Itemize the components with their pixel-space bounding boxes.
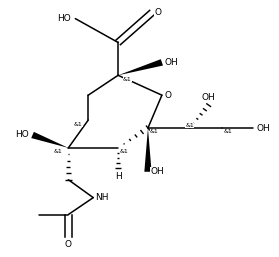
Text: H: H xyxy=(115,172,121,181)
Text: &1: &1 xyxy=(54,149,62,154)
Text: &1: &1 xyxy=(185,123,194,128)
Text: O: O xyxy=(165,91,172,100)
Text: HO: HO xyxy=(57,14,71,23)
Text: OH: OH xyxy=(165,58,179,67)
Text: &1: &1 xyxy=(150,130,159,134)
Text: &1: &1 xyxy=(223,130,232,134)
Text: &1: &1 xyxy=(74,122,82,126)
Polygon shape xyxy=(31,132,68,148)
Text: O: O xyxy=(155,8,162,17)
Text: OH: OH xyxy=(202,93,216,102)
Text: NH: NH xyxy=(95,193,109,202)
Polygon shape xyxy=(144,128,151,172)
Text: O: O xyxy=(65,240,72,249)
Polygon shape xyxy=(118,59,163,75)
Text: &1: &1 xyxy=(123,77,132,82)
Text: &1: &1 xyxy=(120,149,129,154)
Text: HO: HO xyxy=(15,131,28,140)
Text: OH: OH xyxy=(256,124,270,133)
Text: OH: OH xyxy=(151,167,165,176)
